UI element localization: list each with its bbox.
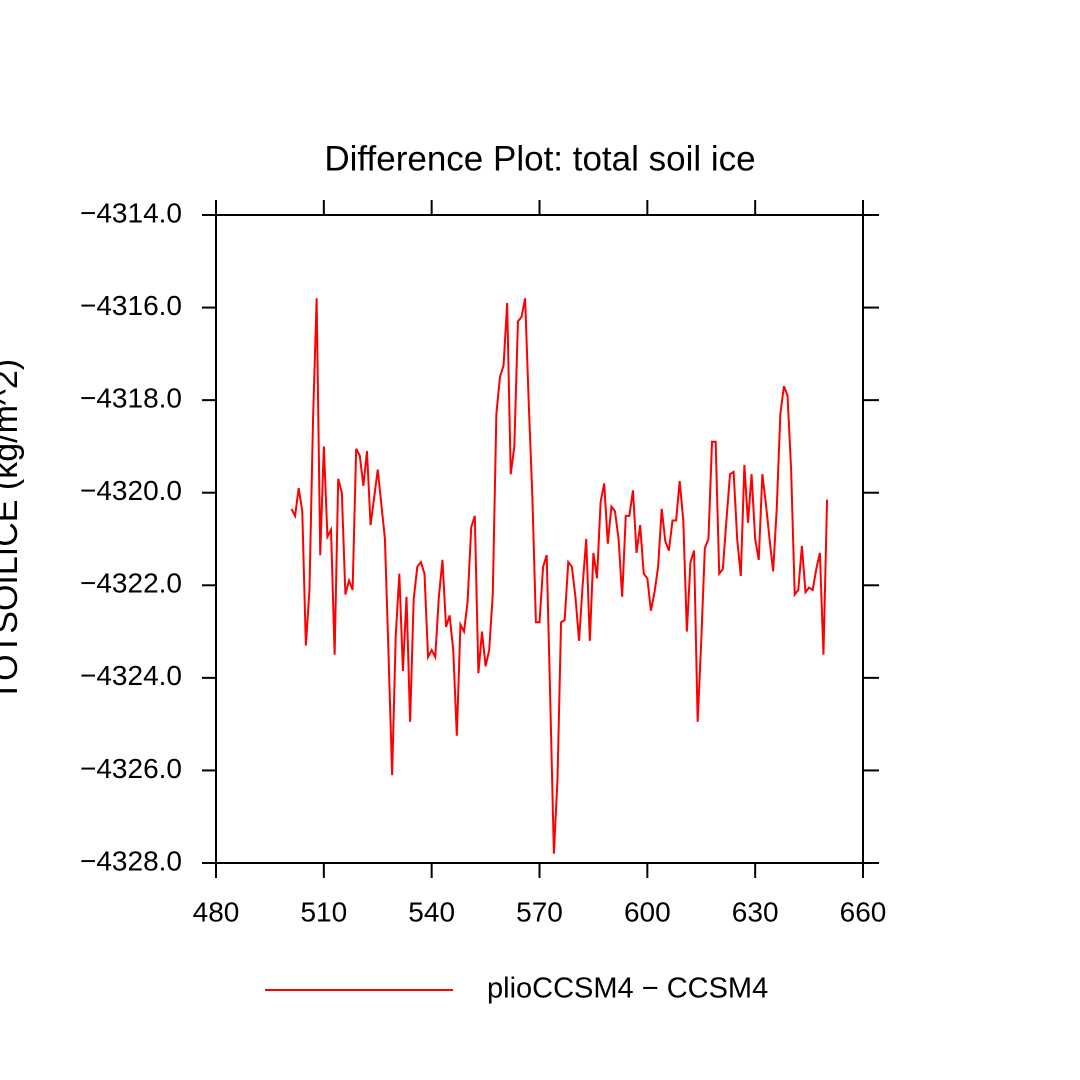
data-line <box>290 298 829 854</box>
plot-frame <box>215 214 864 864</box>
y-tick-label: −4328.0 <box>80 845 182 876</box>
x-tick-label: 570 <box>516 896 563 927</box>
y-tick-label: −4326.0 <box>80 753 182 784</box>
x-tick-label: 510 <box>300 896 347 927</box>
legend-label: plioCCSM4 − CCSM4 <box>487 973 768 1005</box>
x-tick-label: 630 <box>732 896 779 927</box>
y-tick-label: −4318.0 <box>80 383 182 414</box>
y-tick-label: −4314.0 <box>80 197 182 228</box>
x-tick-label: 480 <box>193 896 240 927</box>
y-tick-label: −4324.0 <box>80 660 182 691</box>
y-tick-label: −4316.0 <box>80 290 182 321</box>
y-axis-label: TOTSOILICE (kg/m^2) <box>0 359 25 701</box>
x-tick-label: 660 <box>840 896 887 927</box>
y-tick-label: −4322.0 <box>80 568 182 599</box>
y-tick-label: −4320.0 <box>80 475 182 506</box>
chart-title: Difference Plot: total soil ice <box>324 139 755 178</box>
x-tick-label: 540 <box>408 896 455 927</box>
x-tick-label: 600 <box>624 896 671 927</box>
